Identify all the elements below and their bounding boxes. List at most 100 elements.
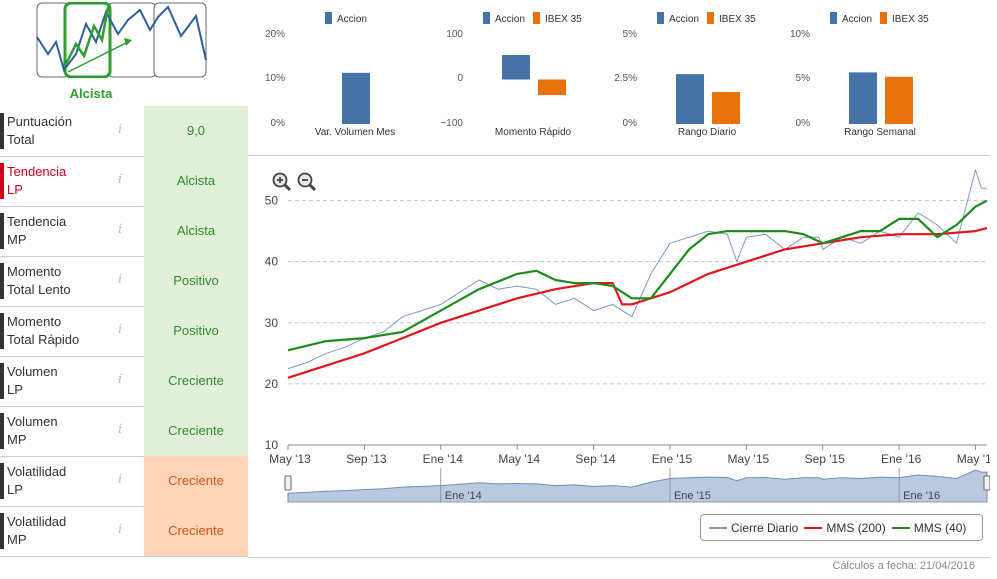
legend-cierre[interactable]: Cierre Diario	[709, 521, 798, 535]
indicator-row: Momento Total Lento i Positivo	[0, 256, 248, 307]
indicator-row: Volumen LP i Creciente	[0, 356, 248, 407]
x-tick-label: Sep '15	[805, 452, 846, 466]
row-marker	[0, 463, 4, 499]
mini-legend-item[interactable]: IBEX 35	[880, 12, 929, 25]
mini-category-label: Var. Volumen Mes	[314, 127, 396, 138]
mini-legend-item[interactable]: Accion	[657, 12, 699, 25]
trend-label: Alcista	[69, 86, 113, 101]
mini-category-label: Rango Diario	[677, 127, 737, 138]
mini-legend: Accion IBEX 35	[657, 12, 756, 25]
mini-chart: Accion IBEX 35 10% 5% 0% Rango Semanal	[790, 0, 965, 150]
mini-category-label: Momento Rápido	[494, 127, 572, 138]
x-tick-label: Ene '14	[423, 452, 464, 466]
navigator-tick-label: Ene '15	[674, 490, 711, 502]
info-icon[interactable]: i	[118, 122, 123, 137]
mini-axis-label: 5%	[795, 73, 810, 84]
indicator-value: Positivo	[144, 306, 248, 356]
mini-legend-item[interactable]: Accion	[483, 12, 525, 25]
mini-axis-label: 0	[457, 73, 463, 84]
indicator-name: Tendencia LP	[7, 164, 67, 197]
indicator-name: Momento Total Lento	[7, 264, 71, 297]
indicator-name: Volumen MP	[7, 414, 58, 447]
mini-legend: Accion IBEX 35	[483, 12, 582, 25]
mini-legend: Accion IBEX 35	[830, 12, 929, 25]
mini-axis-label: 0%	[795, 118, 810, 129]
mini-bars	[342, 72, 370, 124]
zoom-in-icon[interactable]	[272, 172, 292, 192]
x-tick-label: Ene '15	[652, 452, 693, 466]
info-icon[interactable]: i	[118, 222, 123, 237]
mini-legend-item[interactable]: IBEX 35	[707, 12, 756, 25]
mini-axis-label: 20%	[264, 29, 285, 40]
row-marker	[0, 263, 4, 299]
indicator-value: Alcista	[144, 206, 248, 256]
trend-thumbnail[interactable]	[36, 2, 208, 78]
mini-legend: Accion	[325, 12, 367, 25]
navigator-tick-label: Ene '14	[445, 490, 482, 502]
x-tick-label: Ene '16	[881, 452, 922, 466]
mini-category-label: Rango Semanal	[844, 127, 916, 138]
mini-axis-label: 0%	[270, 118, 285, 129]
indicator-row: Volumen MP i Creciente	[0, 406, 248, 457]
info-icon[interactable]: i	[118, 422, 123, 437]
indicator-value: Positivo	[144, 256, 248, 306]
indicator-row: Volatilidad MP i Creciente	[0, 506, 248, 557]
price-chart[interactable]: 10 20 30 40 50 May '13 Sep '13 Ene '14 May '14 Se…	[250, 160, 990, 510]
navigator-handle-left[interactable]	[284, 475, 292, 491]
navigator[interactable]: Ene '14 Ene '15 Ene '16	[284, 468, 990, 503]
row-marker	[0, 113, 4, 149]
y-tick-label: 20	[265, 377, 279, 391]
indicator-name: Tendencia MP	[7, 214, 67, 247]
info-icon[interactable]: i	[118, 172, 123, 187]
x-tick-label: Sep '13	[346, 452, 387, 466]
x-tick-label: May '14	[498, 452, 540, 466]
mini-axis-label: 10%	[264, 73, 285, 84]
mini-axis-label: 10%	[789, 29, 810, 40]
indicator-row: Momento Total Rápido i Positivo	[0, 306, 248, 357]
mini-bar[interactable]	[676, 74, 704, 124]
info-icon[interactable]: i	[118, 522, 123, 537]
indicator-name: Puntuación Total	[7, 114, 73, 147]
series-cierre-diario[interactable]	[287, 169, 987, 370]
navigator-series	[287, 469, 988, 503]
navigator-handle-right[interactable]	[983, 475, 990, 491]
info-icon[interactable]: i	[118, 272, 123, 287]
y-tick-label: 10	[265, 438, 279, 452]
chart-legend: Cierre Diario MMS (200) MMS (40)	[700, 514, 983, 541]
mini-bar[interactable]	[712, 91, 740, 124]
info-icon[interactable]: i	[118, 322, 123, 337]
legend-mms40[interactable]: MMS (40)	[891, 521, 966, 535]
zoom-out-icon[interactable]	[297, 172, 317, 192]
mini-bar[interactable]	[885, 76, 913, 124]
footer-divider	[248, 557, 989, 558]
mini-legend-item[interactable]: IBEX 35	[533, 12, 582, 25]
info-icon[interactable]: i	[118, 472, 123, 487]
row-marker	[0, 363, 4, 399]
mini-legend-item[interactable]: Accion	[830, 12, 872, 25]
indicator-value: Creciente	[144, 456, 248, 506]
x-tick-label: May '13	[269, 452, 311, 466]
x-tick-label: May '15	[728, 452, 770, 466]
mini-bar[interactable]	[502, 55, 530, 80]
mini-axis-label: 5%	[622, 29, 637, 40]
mini-axis-label: 2.5%	[614, 73, 637, 84]
legend-mms200[interactable]: MMS (200)	[804, 521, 886, 535]
mini-axis-label: −100	[440, 118, 463, 129]
mini-bar[interactable]	[849, 72, 877, 124]
section-divider	[248, 155, 989, 156]
indicator-name: Momento Total Rápido	[7, 314, 80, 347]
series-mms-200[interactable]	[287, 227, 988, 379]
mini-bars	[502, 55, 566, 96]
indicator-value: Creciente	[144, 406, 248, 456]
mini-chart: Accion 20% 10% 0% Var. Volumen Mes	[265, 0, 440, 150]
x-tick-label: Sep '14	[575, 452, 616, 466]
info-icon[interactable]: i	[118, 372, 123, 387]
indicator-value: Creciente	[144, 506, 248, 556]
indicator-value: Creciente	[144, 356, 248, 406]
mini-legend-item[interactable]: Accion	[325, 12, 367, 25]
series-mms-40[interactable]	[287, 199, 988, 352]
indicator-name: Volumen LP	[7, 364, 58, 397]
mini-bar[interactable]	[538, 79, 566, 96]
mini-bar[interactable]	[342, 72, 370, 124]
calc-date: Cálculos a fecha: 21/04/2016	[832, 560, 976, 572]
